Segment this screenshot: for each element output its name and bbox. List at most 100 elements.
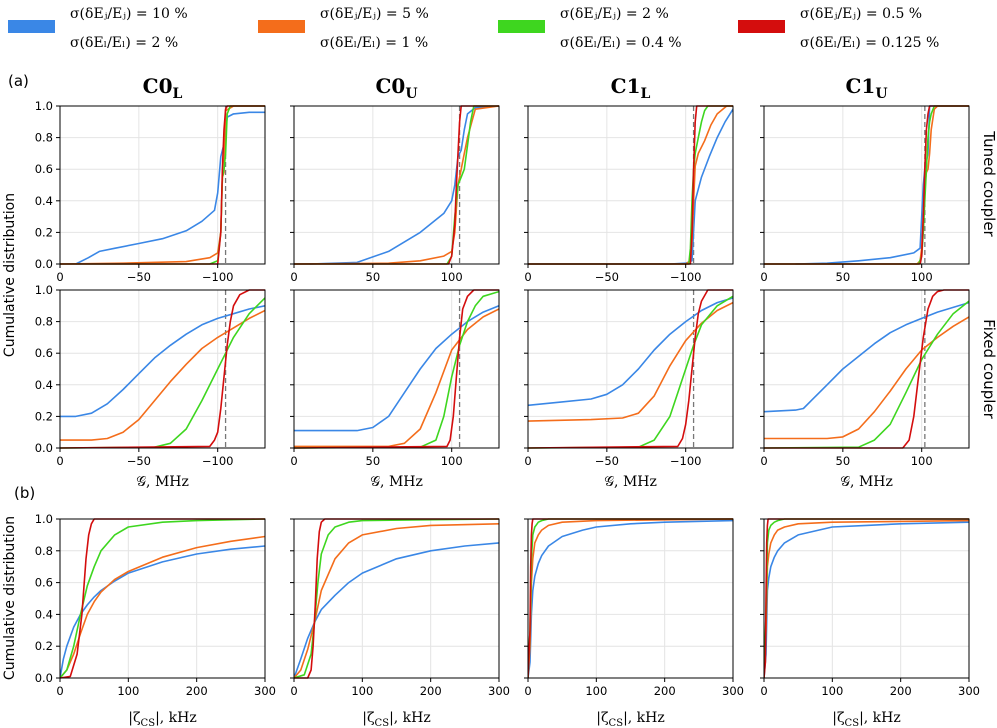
x-tick-label: 50: [366, 454, 381, 468]
x-tick-label: 0: [524, 454, 531, 468]
y-tick-label: 0.4: [35, 607, 53, 621]
column-title: C0L: [143, 74, 183, 102]
series-line: [528, 289, 733, 449]
y-tick-label: 0.2: [35, 225, 53, 239]
x-tick-label: 100: [441, 270, 463, 284]
x-tick-label: 100: [441, 454, 463, 468]
series-line: [528, 295, 733, 449]
x-tick-label: 300: [958, 684, 980, 698]
column-title: C1U: [845, 74, 887, 102]
series-line: [60, 309, 265, 441]
legend-label-2: σ(δEₗ/Eₗ) = 0.4 %: [560, 35, 682, 51]
plot-frame: [293, 518, 500, 679]
plot-frame: [59, 518, 266, 679]
legend-swatch: [738, 20, 785, 33]
series-line: [764, 316, 969, 440]
series-line: [60, 518, 265, 679]
chart-panel: 0 50 100 𝒢, MHz: [290, 289, 500, 490]
x-tick-label: −100: [202, 454, 234, 468]
series-line: [764, 301, 969, 413]
x-tick-label: −100: [202, 270, 234, 284]
series-line: [75, 111, 265, 265]
y-tick-label: 0.4: [35, 194, 53, 208]
chart-panel: 0 100 200 300 |ζCS|, kHz: [524, 518, 744, 728]
legend-label-1: σ(δEⱼ/Eⱼ) = 10 %: [70, 6, 188, 22]
x-tick-label: 0: [56, 454, 63, 468]
x-tick-label: 50: [366, 270, 381, 284]
x-tick-label: 200: [654, 684, 676, 698]
series-line: [60, 305, 265, 418]
series-line: [294, 105, 499, 265]
y-tick-label: 0.6: [35, 346, 53, 360]
chart-panel: 0 50 100: [760, 105, 970, 284]
x-tick-label: 200: [186, 684, 208, 698]
series-line: [294, 290, 499, 449]
series-line: [60, 105, 265, 265]
column-title: C0U: [375, 74, 417, 102]
series-line: [528, 105, 733, 265]
y-tick-label: 0.6: [35, 162, 53, 176]
y-tick-label: 0.0: [35, 441, 53, 455]
row-label-fixed: Fixed coupler: [980, 319, 997, 419]
x-axis-label: |ζCS|, kHz: [832, 710, 901, 728]
series-line: [528, 108, 733, 265]
x-tick-label: 50: [836, 270, 851, 284]
chart-panel: 0 −50 −100 𝒢, MHz: [524, 289, 734, 490]
series-line: [528, 519, 733, 679]
y-tick-label: 0.8: [35, 131, 53, 145]
plot-frame: [59, 289, 266, 449]
chart-panel: 0 50 100 𝒢, MHz: [760, 289, 970, 490]
x-axis-label: |ζCS|, kHz: [596, 710, 665, 728]
plot-frame: [293, 289, 500, 449]
plot-frame: [763, 105, 970, 265]
series-line: [60, 518, 265, 679]
x-tick-label: 200: [420, 684, 442, 698]
x-tick-label: 300: [254, 684, 276, 698]
series-line: [309, 105, 499, 265]
plot-frame: [527, 518, 734, 679]
series-line: [764, 105, 969, 265]
legend-label-2: σ(δEₗ/Eₗ) = 2 %: [70, 35, 178, 51]
series-line: [294, 105, 499, 265]
x-tick-label: 100: [911, 454, 933, 468]
y-tick-label: 0.0: [35, 257, 53, 271]
x-tick-label: 0: [56, 270, 63, 284]
row-label-tuned: Tuned coupler: [980, 130, 997, 237]
series-line: [764, 105, 969, 265]
legend-label-1: σ(δEⱼ/Eⱼ) = 5 %: [320, 6, 429, 22]
x-tick-label: −100: [670, 270, 702, 284]
x-axis-label: 𝒢, MHz: [370, 474, 423, 490]
series-line: [764, 519, 969, 679]
series-line: [294, 518, 499, 679]
chart-panel: 0 −50 −100: [524, 105, 734, 284]
y-tick-label: 1.0: [35, 99, 53, 113]
chart-panel: 0 −50 −100 0.0 0.2 0.4 0.6 0.8 1.0: [35, 99, 266, 284]
series-line: [60, 105, 265, 265]
plot-frame: [527, 289, 734, 449]
legend-label-1: σ(δEⱼ/Eⱼ) = 2 %: [560, 6, 669, 22]
legend-label-2: σ(δEₗ/Eₗ) = 1 %: [320, 35, 428, 51]
x-tick-label: 0: [290, 454, 297, 468]
chart-panel: 0 100 200 300 |ζCS|, kHz: [290, 518, 510, 728]
y-axis-label-b: Cumulative distribution: [2, 516, 18, 680]
plot-frame: [763, 518, 970, 679]
x-tick-label: −100: [670, 454, 702, 468]
series-line: [528, 518, 733, 679]
series-line: [60, 545, 265, 679]
y-tick-label: 0.2: [35, 639, 53, 653]
series-line: [294, 289, 499, 449]
panel-label-a: (a): [8, 72, 29, 90]
legend-swatch: [8, 20, 55, 33]
series-line: [60, 105, 265, 265]
x-tick-label: −50: [595, 454, 619, 468]
x-axis-label: 𝒢, MHz: [136, 474, 189, 490]
series-line: [294, 308, 499, 448]
x-tick-label: 200: [890, 684, 912, 698]
series-line: [764, 289, 969, 449]
series-line: [528, 518, 733, 679]
series-line: [528, 518, 733, 679]
x-tick-label: 100: [117, 684, 139, 698]
series-line: [764, 300, 969, 449]
